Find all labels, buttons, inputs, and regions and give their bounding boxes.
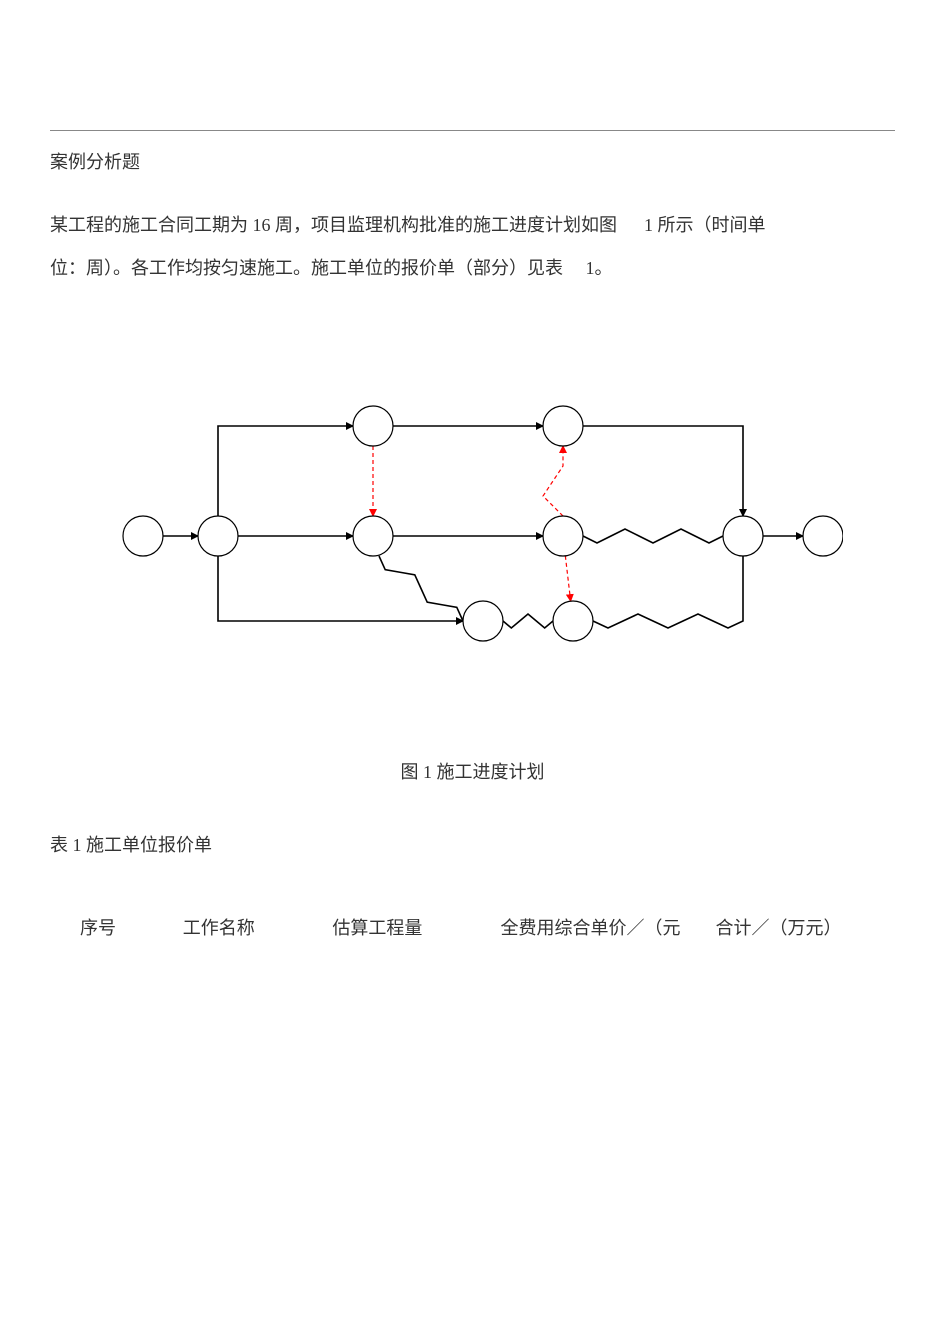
paragraph-1-ref: 1 所示（时间单 xyxy=(644,215,766,235)
paragraph-2a: 位：周）。各工作均按匀速施工。施工单位的报价单（部分）见表 xyxy=(50,258,563,278)
paragraph-1: 某工程的施工合同工期为 16 周，项目监理机构批准的施工进度计划如图 1 所示（… xyxy=(50,204,895,247)
section-title: 案例分析题 xyxy=(50,141,895,184)
paragraph-2-ref: 1。 xyxy=(586,258,613,278)
table-header-cell: 合计／（万元） xyxy=(715,907,865,950)
table-header-cell: 工作名称 xyxy=(183,907,333,950)
table-title: 表 1 施工单位报价单 xyxy=(50,824,895,867)
network-diagram xyxy=(103,361,843,671)
paragraph-2: 位：周）。各工作均按匀速施工。施工单位的报价单（部分）见表 1。 xyxy=(50,247,895,290)
top-rule xyxy=(50,130,895,131)
figure-caption: 图 1 施工进度计划 xyxy=(50,751,895,794)
table-header-row: 序号 工作名称 估算工程量 全费用综合单价／（元 合计／（万元） xyxy=(50,907,895,950)
table-header-cell: 全费用综合单价／（元 xyxy=(501,907,716,950)
diagram-container xyxy=(50,361,895,671)
paragraph-1a: 某工程的施工合同工期为 16 周，项目监理机构批准的施工进度计划如图 xyxy=(50,215,617,235)
table-header-cell: 序号 xyxy=(80,907,183,950)
table-header-cell: 估算工程量 xyxy=(332,907,500,950)
